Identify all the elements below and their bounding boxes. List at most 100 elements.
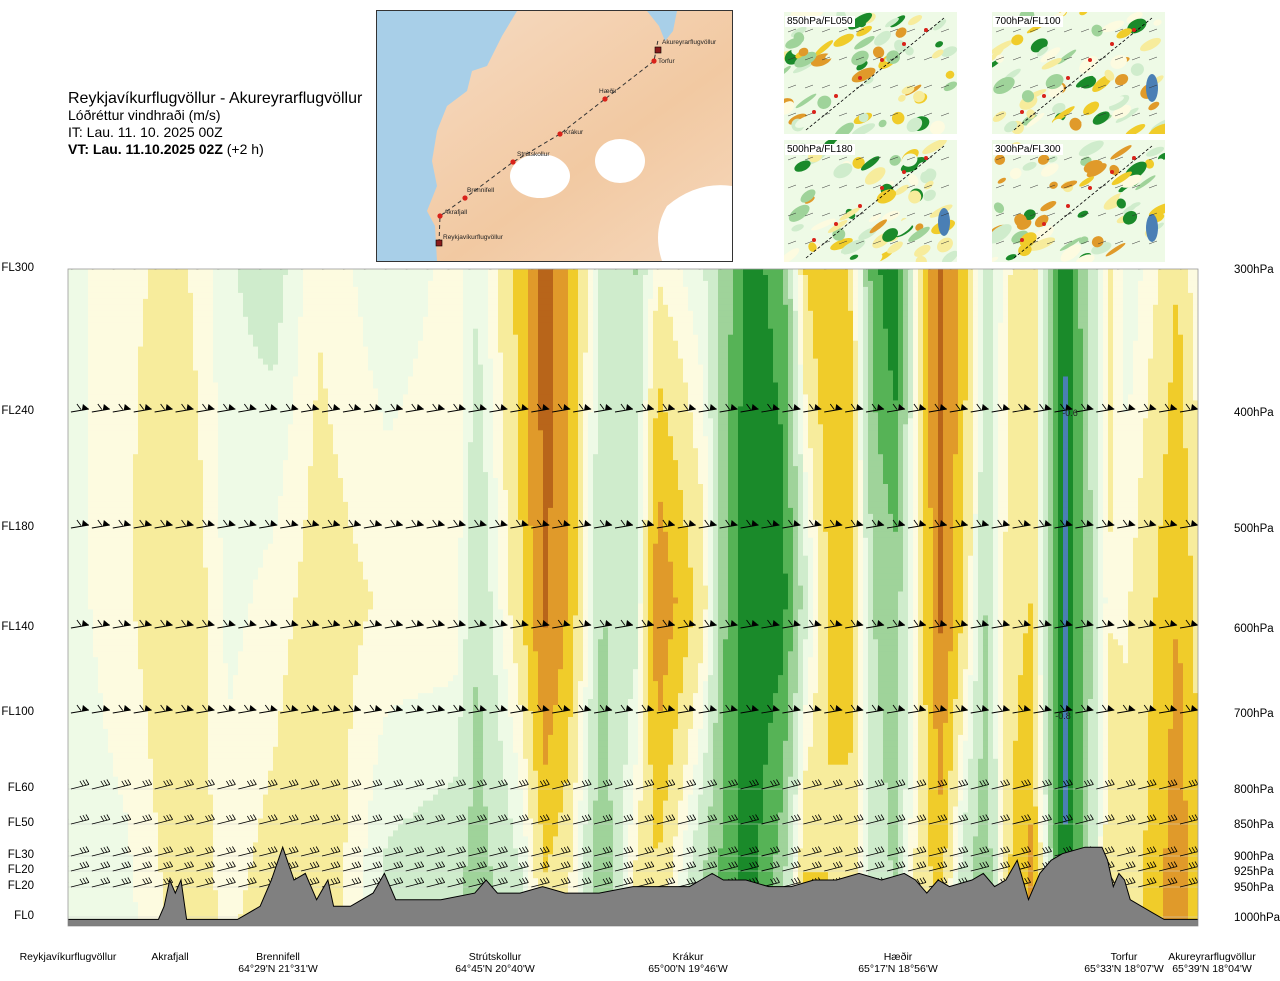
field-cell [143,406,149,413]
field-cell [83,699,89,706]
field-cell [113,586,119,593]
field-cell [183,359,189,366]
field-cell [153,908,159,915]
field-cell [103,795,109,802]
field-cell [123,789,129,796]
field-cell [93,681,99,688]
field-cell [178,842,184,849]
field-cell [68,819,74,826]
field-cell [163,305,169,312]
field-cell [173,902,179,909]
field-cell [148,448,154,455]
field-cell [148,484,154,491]
field-cell [138,550,144,557]
field-cell [128,807,134,814]
field-cell [93,359,99,366]
field-cell [158,394,164,401]
field-cell [88,657,94,664]
field-cell [93,783,99,790]
field-cell [173,777,179,784]
field-cell [173,830,179,837]
field-cell [128,639,134,646]
field-cell [183,532,189,539]
field-cell [83,693,89,700]
field-cell [168,866,174,873]
field-cell [178,621,184,628]
field-cell [153,269,159,276]
field-cell [173,645,179,652]
field-cell [158,532,164,539]
field-cell [138,669,144,676]
field-cell [78,281,84,288]
field-cell [98,735,104,742]
field-cell [113,335,119,342]
field-cell [68,460,74,467]
field-cell [188,825,194,832]
field-cell [168,436,174,443]
field-cell [83,430,89,437]
field-cell [113,394,119,401]
field-cell [83,735,89,742]
field-cell [188,389,194,396]
field-cell [163,872,169,879]
field-cell [68,615,74,622]
field-cell [88,693,94,700]
field-cell [183,323,189,330]
field-cell [143,842,149,849]
field-cell [113,645,119,652]
field-cell [123,771,129,778]
field-cell [183,669,189,676]
field-cell [73,526,79,533]
field-cell [168,383,174,390]
field-cell [188,526,194,533]
field-cell [123,866,129,873]
field-cell [153,424,159,431]
field-cell [183,353,189,360]
field-cell [138,783,144,790]
field-cell [173,550,179,557]
field-cell [143,299,149,306]
field-cell [138,466,144,473]
field-cell [93,663,99,670]
field-cell [118,920,124,927]
field-cell [148,472,154,479]
field-cell [68,269,74,276]
field-cell [148,723,154,730]
field-cell [133,454,139,461]
field-cell [68,902,74,909]
field-cell [148,729,154,736]
field-cell [188,609,194,616]
field-cell [78,436,84,443]
field-cell [68,645,74,652]
field-cell [118,508,124,515]
field-cell [78,287,84,294]
field-cell [73,287,79,294]
field-cell [103,633,109,640]
field-cell [88,353,94,360]
field-cell [153,830,159,837]
field-cell [103,538,109,545]
field-cell [118,729,124,736]
field-cell [73,639,79,646]
field-cell [83,789,89,796]
panel-700-label: 700hPa/FL100 [993,16,1063,27]
field-cell [183,830,189,837]
field-cell [148,872,154,879]
field-cell [128,538,134,545]
field-cell [78,532,84,539]
field-cell [168,717,174,724]
field-cell [133,526,139,533]
field-cell [153,657,159,664]
field-cell [153,562,159,569]
field-cell [148,663,154,670]
field-cell [118,759,124,766]
field-cell [168,532,174,539]
field-cell [68,412,74,419]
field-cell [168,836,174,843]
field-cell [148,353,154,360]
field-cell [183,562,189,569]
field-cell [173,801,179,808]
panel-route-point [812,238,816,242]
field-cell [138,478,144,485]
field-cell [138,424,144,431]
